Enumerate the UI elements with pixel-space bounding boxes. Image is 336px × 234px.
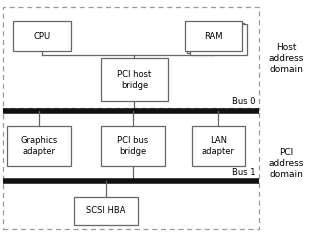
Text: Graphics
adapter: Graphics adapter [20, 136, 57, 156]
Text: RAM: RAM [204, 32, 223, 41]
Bar [101, 58, 168, 101]
Bar [3, 7, 259, 110]
Text: PCI bus
bridge: PCI bus bridge [117, 136, 149, 156]
Text: LAN
adapter: LAN adapter [202, 136, 235, 156]
Bar [7, 126, 71, 166]
Bar [13, 21, 71, 51]
Text: PCI host
bridge: PCI host bridge [117, 69, 152, 90]
Bar [3, 108, 259, 229]
Text: PCI
address
domain: PCI address domain [269, 148, 304, 179]
Text: SCSI HBA: SCSI HBA [86, 206, 126, 215]
Bar [74, 197, 138, 225]
Bar [187, 23, 244, 53]
Bar [185, 21, 242, 51]
Text: CPU: CPU [34, 32, 50, 41]
Bar [190, 24, 247, 55]
Bar [101, 126, 165, 166]
Text: Bus 0: Bus 0 [232, 98, 255, 106]
Text: Bus 1: Bus 1 [232, 168, 255, 177]
Bar [192, 126, 245, 166]
Text: Host
address
domain: Host address domain [269, 43, 304, 74]
